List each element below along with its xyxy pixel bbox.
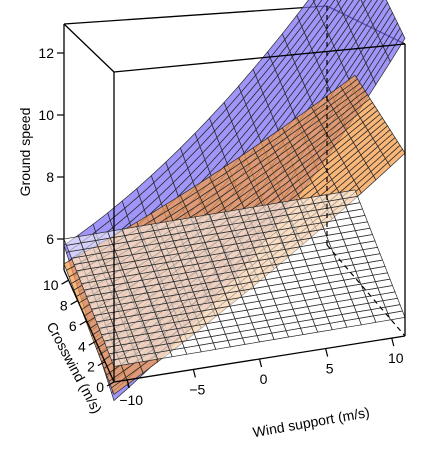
- x-tick: [325, 348, 329, 357]
- surface-facet: [313, 0, 323, 8]
- surface-facet: [336, 0, 342, 5]
- y-tick: [106, 381, 115, 387]
- surface-facet: [345, 0, 364, 26]
- surface-series-3: [63, 189, 406, 367]
- surface-facet: [364, 0, 378, 16]
- surface-facet: [367, 0, 384, 21]
- x-tick: [258, 358, 263, 368]
- surface-facet: [315, 0, 329, 14]
- surface-facet: [342, 0, 360, 21]
- box-edge-front-top: [113, 43, 406, 73]
- surface-facet: [312, 0, 316, 3]
- x-tick-label: −5: [189, 381, 205, 397]
- box-edge-back-top: [63, 5, 328, 25]
- y-tick-label: 6: [69, 318, 77, 334]
- z-tick-label: 6: [46, 231, 54, 247]
- x-tick-label: 10: [388, 350, 404, 366]
- box-edge-front-left-top: [63, 23, 115, 73]
- x-tick: [126, 379, 130, 389]
- surface-facet: [362, 0, 372, 10]
- z-tick-label: 8: [46, 169, 54, 185]
- x-tick-label: 0: [260, 371, 268, 387]
- surface-facet: [320, 0, 339, 25]
- z-axis-label: Ground speed: [17, 108, 33, 197]
- surfaces: [63, 0, 406, 402]
- x-tick: [192, 369, 196, 378]
- x-tick-label: −10: [119, 392, 143, 408]
- z-tick-label: 10: [38, 107, 54, 123]
- y-tick: [61, 279, 69, 285]
- y-tick: [88, 340, 97, 346]
- y-tick-label: 2: [87, 359, 95, 375]
- surface-facet: [340, 0, 354, 16]
- y-tick: [79, 320, 88, 326]
- x-tick: [391, 337, 395, 347]
- x-axis-label: Wind support (m/s): [252, 404, 371, 440]
- surface-facet: [360, 0, 366, 5]
- surface-facet: [337, 0, 348, 10]
- y-tick-label: 10: [43, 277, 59, 293]
- surface-facet: [339, 74, 358, 91]
- surface-facet: [339, 189, 358, 200]
- box-edge-left-bottom: [63, 269, 115, 383]
- box-edge-hidden-floor: [326, 244, 406, 337]
- z-tick-label: 12: [38, 45, 54, 61]
- y-tick: [70, 300, 78, 306]
- box-hidden: [326, 6, 406, 337]
- y-tick-label: 8: [60, 298, 68, 314]
- box-front: [63, 23, 406, 383]
- x-tick-label: 5: [326, 361, 334, 377]
- surface-facet: [296, 0, 315, 22]
- surface-facet: [369, 0, 388, 26]
- y-tick-label: 0: [96, 379, 104, 395]
- y-tick-label: 4: [78, 338, 86, 354]
- y-tick: [97, 361, 106, 367]
